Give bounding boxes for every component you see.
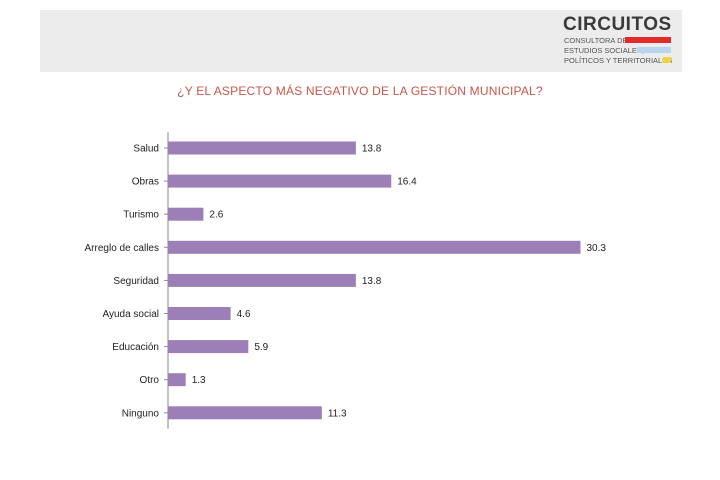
bar: [168, 207, 204, 221]
bar: [168, 373, 186, 387]
bar: [168, 174, 392, 188]
value-label: 13.8: [362, 276, 382, 287]
category-label: Seguridad: [113, 276, 159, 287]
category-label: Obras: [132, 177, 159, 188]
category-label: Educación: [112, 342, 159, 353]
value-label: 11.3: [328, 408, 347, 419]
value-label: 4.6: [237, 309, 251, 320]
circuitos-logo: CIRCUITOS CONSULTORA DE ESTUDIOS SOCIALE…: [563, 14, 675, 70]
logo-line-1: CONSULTORA DE: [564, 36, 628, 45]
header-band: [40, 10, 682, 72]
category-label: Turismo: [123, 210, 159, 221]
value-label: 30.3: [586, 243, 606, 254]
value-label: 16.4: [397, 177, 417, 188]
bar: [168, 240, 581, 254]
bar: [168, 307, 231, 320]
category-label: Arreglo de calles: [85, 243, 159, 254]
category-label: Otro: [140, 375, 160, 386]
value-label: 1.3: [192, 375, 206, 386]
category-label: Ninguno: [122, 408, 160, 419]
bar: [168, 141, 356, 155]
bar: [168, 340, 249, 354]
value-label: 13.8: [362, 144, 382, 155]
logo-blue-bar: [637, 47, 671, 53]
chart-title: ¿Y EL ASPECTO MÁS NEGATIVO DE LA GESTIÓN…: [177, 84, 543, 98]
value-label: 5.9: [254, 342, 268, 353]
logo-title: CIRCUITOS: [563, 14, 672, 35]
bar: [168, 273, 356, 287]
category-label: Salud: [133, 144, 159, 155]
logo-line-3: POLÍTICOS Y TERRITORIALES: [564, 56, 673, 65]
logo-red-bar: [625, 37, 671, 43]
category-label: Ayuda social: [102, 309, 159, 320]
logo-line-2: ESTUDIOS SOCIALES,: [564, 46, 645, 55]
logo-yellow-bar: [663, 57, 671, 63]
value-label: 2.6: [209, 210, 223, 221]
bar: [168, 406, 322, 420]
